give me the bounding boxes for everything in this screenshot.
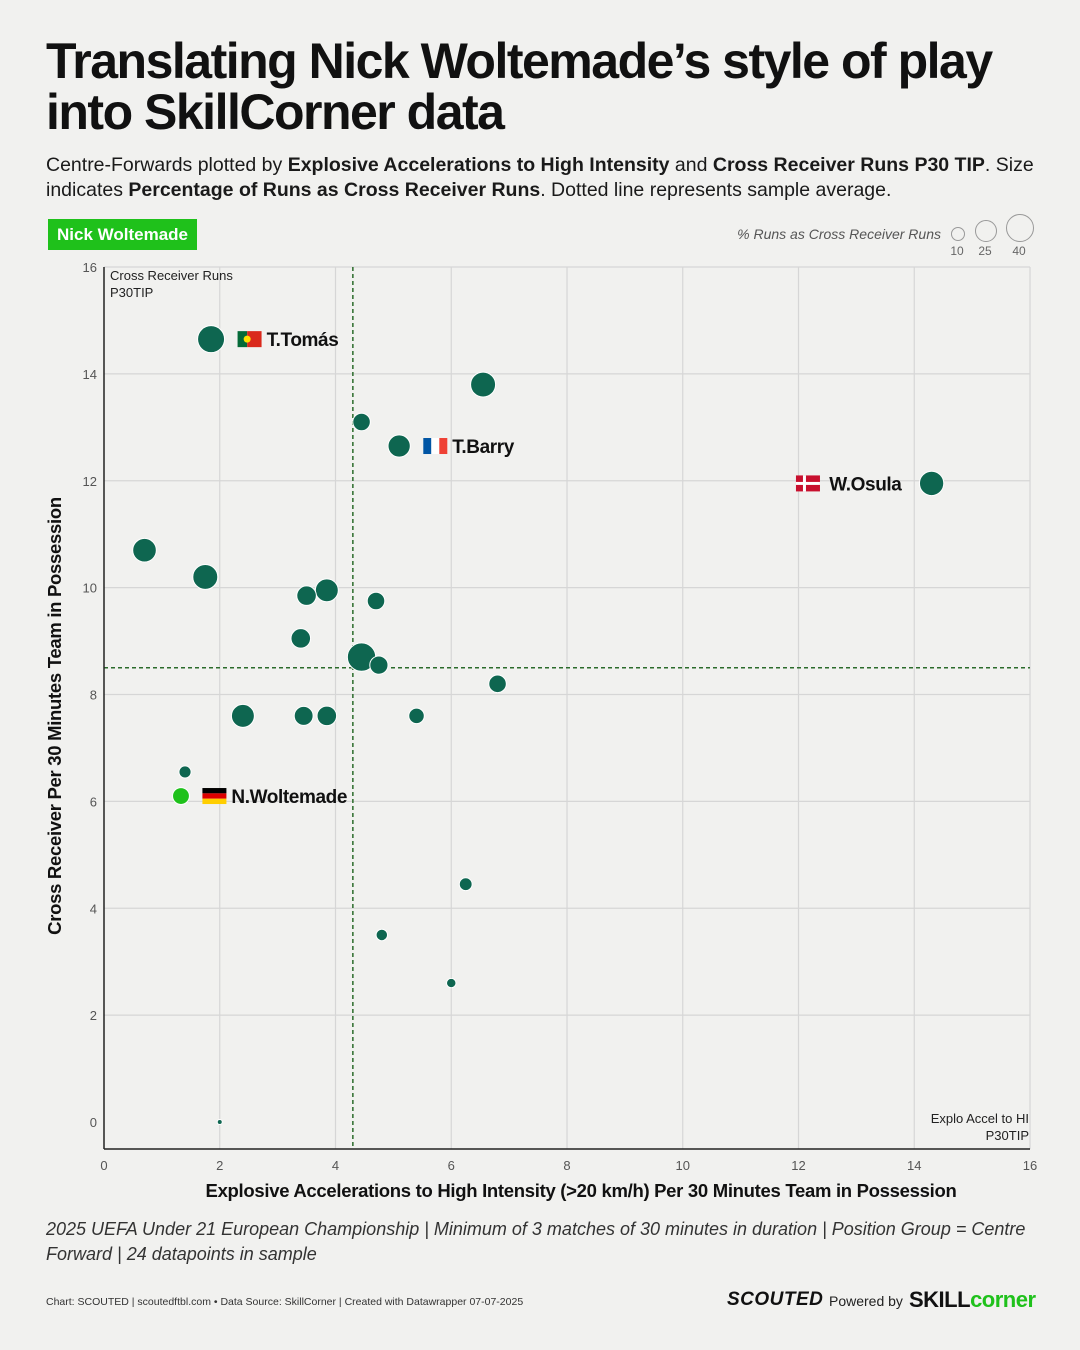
data-point	[470, 371, 497, 398]
average-lines	[104, 267, 1030, 1149]
point-label-fr: T.Barry	[452, 437, 514, 458]
data-point	[352, 412, 371, 432]
scatter-chart: 0 2 4 6 8 10 12 14 16 0 2 4 6 8 10 12 14 16 Cross Receiver…	[44, 260, 1037, 1201]
flag-fr-icon	[423, 438, 448, 455]
grid-lines	[104, 266, 1031, 1149]
y-tick-label: 6	[90, 794, 97, 809]
skillcorner-logo: SKILLcorner	[909, 1287, 1036, 1313]
size-legend-label-medium: 25	[978, 244, 992, 258]
x-axis-title: Explosive Accelerations to High Intensit…	[206, 1180, 957, 1201]
powered-by-text: Powered by	[829, 1293, 903, 1309]
subtitle-text: . Size indicates	[46, 154, 1034, 201]
data-point	[230, 703, 255, 728]
point-labels: T.Tomás T.Barry W.Osula N.Woltemade	[202, 330, 903, 808]
x-tick-label: 4	[332, 1158, 339, 1173]
flag-stripe	[202, 788, 227, 794]
subtitle-bold-size-metric: Percentage of Runs as Cross Receiver Run…	[128, 179, 541, 201]
flag-de-icon	[202, 788, 227, 805]
subtitle-text: and	[669, 154, 713, 176]
y-tick-label: 8	[90, 688, 97, 703]
chart-subtitle: Centre-Forwards plotted by Explosive Acc…	[46, 153, 1056, 203]
size-legend-circle-medium	[975, 220, 997, 242]
data-point	[408, 707, 425, 725]
flag-stripe	[439, 438, 448, 455]
size-legend-circle-small	[951, 227, 965, 241]
flag-stripe	[423, 438, 432, 455]
data-point	[314, 578, 339, 603]
data-point	[458, 877, 473, 892]
subtitle-text: Centre-Forwards plotted by	[46, 154, 288, 176]
point-label-pt: T.Tomás	[267, 330, 339, 351]
point-label-dk: W.Osula	[829, 474, 902, 495]
data-point-highlight	[172, 787, 190, 805]
footnote: 2025 UEFA Under 21 European Championship…	[46, 1219, 1026, 1264]
data-point	[293, 705, 314, 726]
x-tick-label: 14	[907, 1158, 921, 1173]
x-tick-label: 12	[791, 1158, 805, 1173]
source-credit: Chart: SCOUTED | scoutedftbl.com • Data …	[46, 1296, 524, 1308]
data-point	[369, 655, 389, 675]
x-tick-label: 8	[563, 1158, 570, 1173]
y-tick-label: 16	[83, 260, 97, 275]
flag-cross	[795, 481, 820, 485]
data-point	[918, 470, 945, 497]
y-tick-label: 14	[83, 367, 97, 382]
y-tick-label: 4	[90, 901, 97, 916]
y-tick-label: 0	[90, 1115, 97, 1130]
data-point	[290, 628, 312, 649]
subtitle-text: . Dotted line represents sample average.	[540, 179, 892, 201]
x-corner-label: Explo Accel to HI	[931, 1111, 1029, 1126]
subtitle-bold-metric-x: Explosive Accelerations to High Intensit…	[287, 154, 670, 176]
point-label-de: N.Woltemade	[231, 787, 347, 808]
x-tick-label: 0	[100, 1158, 107, 1173]
x-tick-label: 10	[676, 1158, 690, 1173]
data-point	[178, 765, 192, 779]
size-legend-circle-large	[1006, 214, 1034, 242]
highlight-player-badge: Nick Woltemade	[48, 219, 198, 250]
skillcorner-logo-part2: corner	[970, 1287, 1036, 1312]
x-tick-label: 16	[1023, 1158, 1037, 1173]
data-point	[387, 434, 411, 458]
flag-pt-icon	[237, 331, 262, 348]
size-legend-title: % Runs as Cross Receiver Runs	[737, 226, 941, 242]
x-tick-label: 6	[448, 1158, 455, 1173]
data-point	[366, 591, 386, 611]
data-point	[132, 537, 157, 563]
flag-stripe	[431, 438, 440, 455]
chart-title: Translating Nick Woltemade’s style of pl…	[46, 33, 993, 140]
y-tick-label: 10	[83, 581, 97, 596]
data-point	[216, 1119, 223, 1125]
data-points	[132, 325, 945, 1125]
y-tick-label: 12	[83, 474, 97, 489]
size-legend-label-small: 10	[950, 244, 964, 258]
flag-dk-icon	[795, 475, 820, 492]
axes: 0 2 4 6 8 10 12 14 16 0 2 4 6 8 10 12 14 16 Cross Receiver…	[44, 260, 1037, 1201]
data-point	[316, 705, 338, 727]
x-corner-label: P30TIP	[986, 1128, 1029, 1143]
scouted-logo: SCOUTED	[727, 1289, 824, 1310]
y-tick-label: 2	[90, 1008, 97, 1023]
y-corner-label: P30TIP	[110, 285, 153, 300]
data-point	[197, 325, 226, 354]
y-axis-title: Cross Receiver Per 30 Minutes Team in Po…	[44, 497, 65, 935]
flag-stripe	[247, 331, 262, 348]
y-corner-label: Cross Receiver Runs	[110, 268, 233, 283]
flag-emblem	[243, 335, 251, 343]
data-point	[192, 563, 219, 590]
flag-stripe	[202, 798, 227, 805]
data-point	[446, 977, 457, 989]
data-point	[375, 928, 389, 942]
flag-stripe	[202, 793, 227, 799]
x-tick-label: 2	[216, 1158, 223, 1173]
data-point	[296, 585, 317, 606]
size-legend-label-large: 40	[1012, 244, 1026, 258]
skillcorner-logo-part1: SKILL	[909, 1287, 971, 1312]
subtitle-bold-metric-y: Cross Receiver Runs P30 TIP	[712, 154, 985, 176]
flag-stripe	[237, 331, 248, 348]
data-point	[488, 674, 507, 694]
